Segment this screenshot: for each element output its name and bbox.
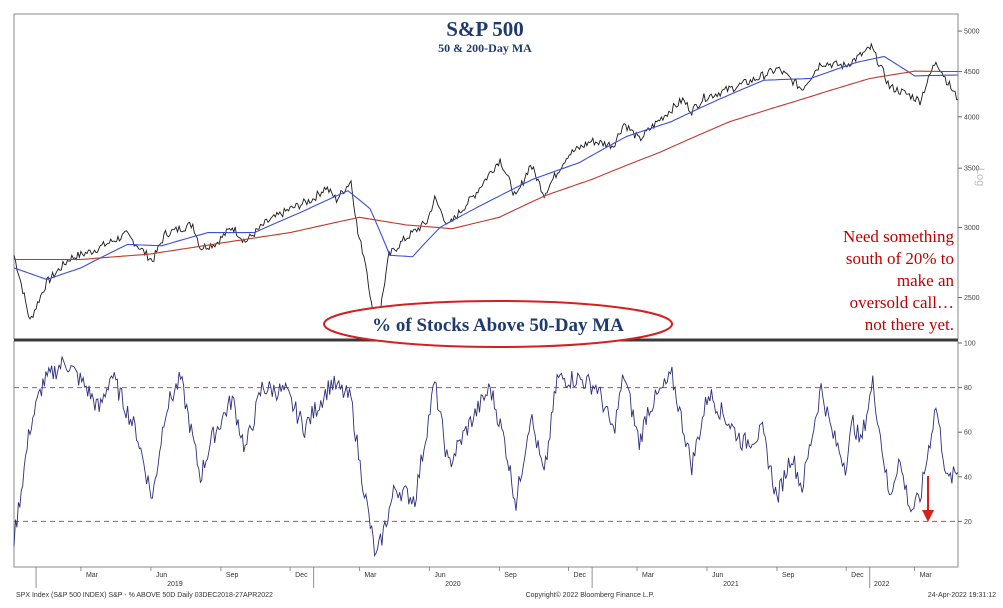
- x-year-label: 2022: [874, 581, 890, 588]
- x-month-label: Jun: [712, 572, 723, 579]
- annotation-line-3: make an: [897, 271, 955, 290]
- breadth-y-tick-label: 80: [964, 385, 972, 392]
- chart-title: S&P 500: [446, 17, 524, 41]
- breadth-series-group: [13, 356, 959, 558]
- breadth-y-tick-label: 40: [964, 474, 972, 481]
- x-month-label: Mar: [86, 572, 99, 579]
- chart-subtitle: 50 & 200-Day MA: [438, 41, 532, 55]
- price-y-tick-label: 4000: [964, 114, 980, 121]
- x-month-label: Jun: [434, 572, 445, 579]
- breadth-reference-lines: [14, 387, 958, 522]
- x-year-label: 2019: [167, 581, 183, 588]
- breadth-title: % of Stocks Above 50-Day MA: [372, 315, 624, 336]
- price-y-tick-label: 2500: [964, 295, 980, 302]
- x-month-label: Dec: [295, 572, 308, 579]
- series-ma50-line: [13, 55, 959, 281]
- annotation-line-2: south of 20% to: [846, 249, 954, 268]
- footer-source: SPX Index (S&P 500 INDEX) S&P - % ABOVE …: [16, 592, 273, 599]
- x-month-label: Mar: [364, 572, 377, 579]
- footer-copyright: Copyright© 2022 Bloomberg Finance L.P.: [526, 591, 655, 599]
- top-panel-frame: [13, 13, 959, 340]
- price-series-group: [13, 42, 959, 340]
- x-month-label: Mar: [642, 572, 655, 579]
- x-month-label: Sep: [782, 572, 795, 579]
- price-y-tick-label: 3500: [964, 166, 980, 173]
- series-price-line: [13, 42, 959, 340]
- x-month-label: Sep: [504, 572, 517, 579]
- price-y-tick-label: 5000: [964, 29, 980, 36]
- breadth-y-tick-label: 100: [964, 341, 976, 348]
- price-y-tick-label: 3000: [964, 225, 980, 232]
- date-x-axis: Mar Jun Sep Dec Mar Jun Sep Dec Mar Jun Sep Dec Mar 2…: [35, 567, 933, 588]
- x-year-label: 2020: [445, 581, 461, 588]
- breadth-y-tick-label: 60: [964, 430, 972, 437]
- annotation-line-5: not there yet.: [865, 315, 954, 334]
- x-month-label: Jun: [156, 572, 167, 579]
- log-scale-label: Log: [974, 168, 986, 186]
- x-month-label: Dec: [851, 572, 864, 579]
- price-y-tick-label: 4500: [964, 69, 980, 76]
- price-y-axis: 2500 3000 3500 4000 4500 5000: [958, 29, 980, 302]
- oversold-annotation: Need something south of 20% to make an o…: [843, 227, 954, 334]
- series-ma200-line: [14, 70, 959, 261]
- footer-timestamp: 24-Apr-2022 19:31:12: [928, 592, 996, 599]
- x-month-label: Mar: [920, 572, 933, 579]
- x-month-label: Dec: [574, 572, 587, 579]
- breadth-title-oval: [323, 300, 673, 348]
- series-breadth-line: [13, 356, 959, 558]
- annotation-line-4: oversold call…: [850, 293, 954, 312]
- breadth-y-tick-label: 20: [964, 519, 972, 526]
- down-arrow-icon: [922, 476, 934, 522]
- breadth-y-axis: 20 40 60 80 100: [958, 341, 976, 526]
- annotation-line-1: Need something: [843, 227, 954, 246]
- x-year-label: 2021: [723, 581, 739, 588]
- x-month-label: Sep: [226, 572, 239, 579]
- bottom-panel-frame: [13, 340, 959, 568]
